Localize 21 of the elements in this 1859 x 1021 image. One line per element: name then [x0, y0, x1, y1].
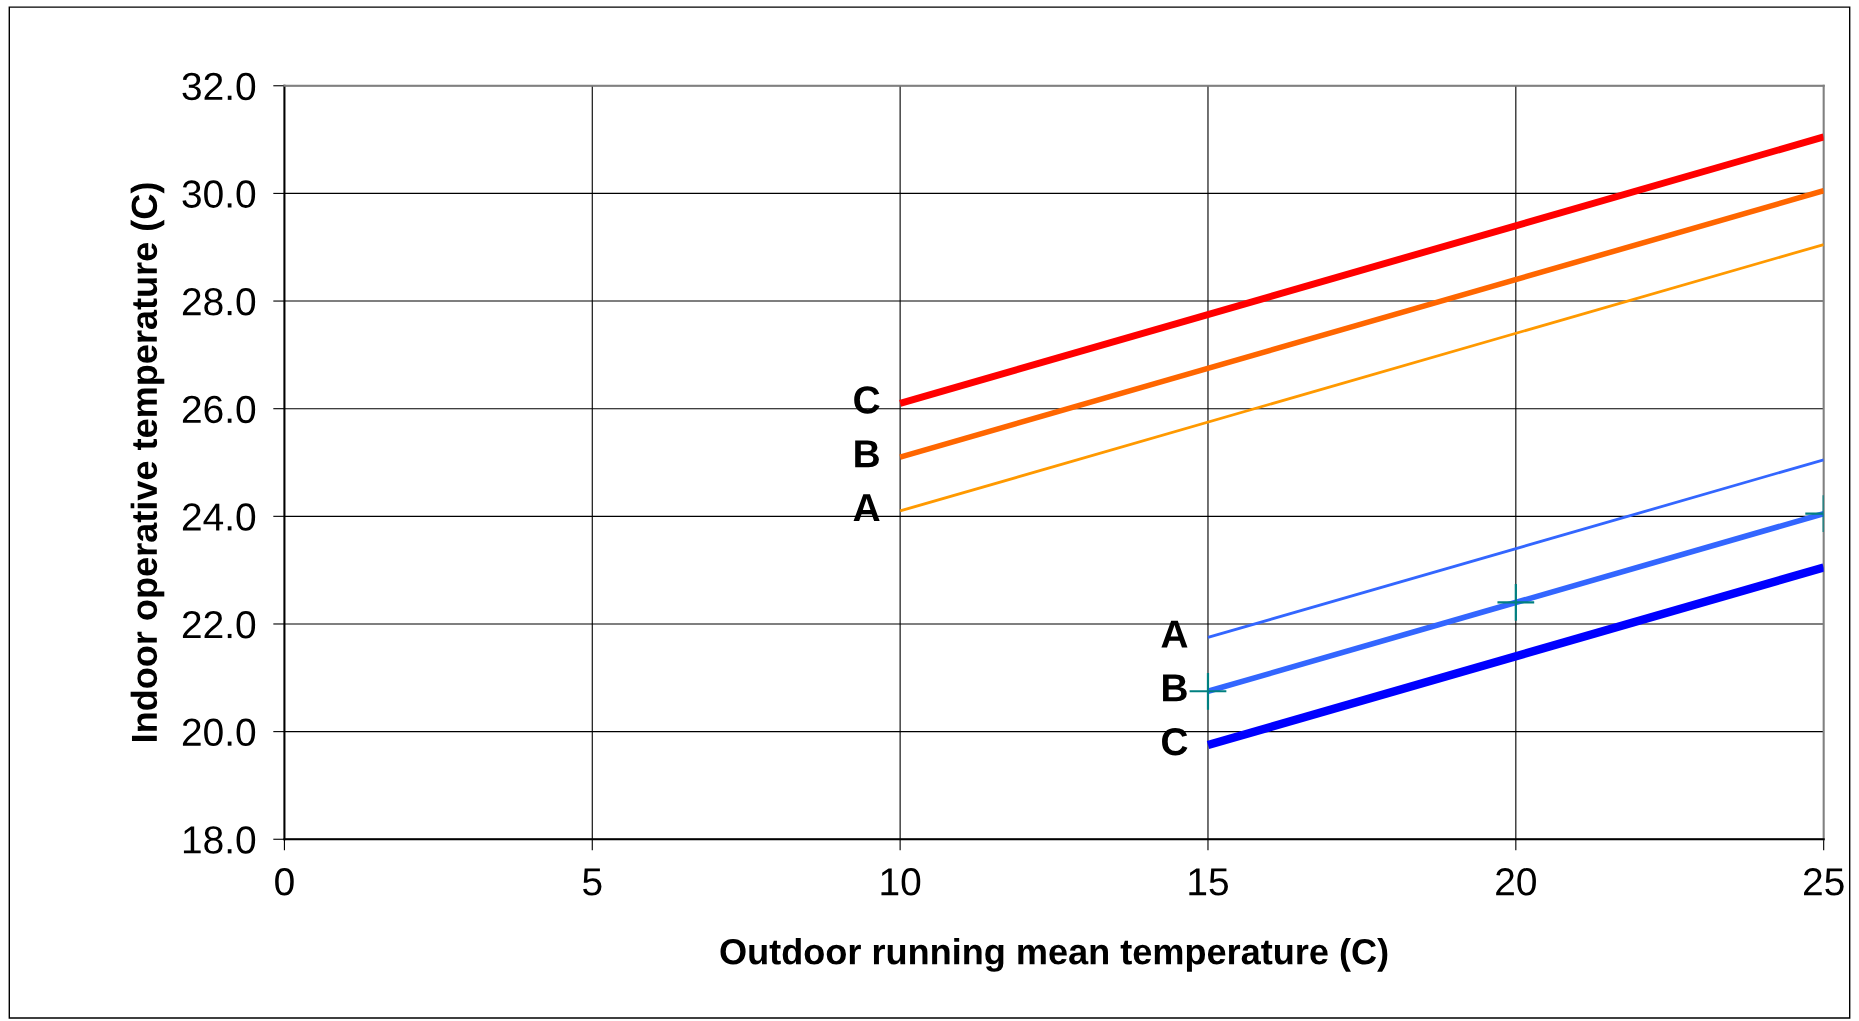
y-tick-label: 30.0	[182, 180, 256, 208]
y-tick-label: 20.0	[182, 718, 256, 747]
series-label: B	[1163, 674, 1187, 702]
y-tick-label: 32.0	[182, 72, 256, 101]
y-tick-label: 18.0	[183, 826, 256, 854]
series-label: B	[855, 440, 879, 468]
x-axis-title: Outdoor running mean temperature (C)	[720, 938, 1388, 972]
x-tick-label: 5	[583, 868, 602, 896]
series-label: A	[853, 494, 880, 522]
series-label: A	[1161, 620, 1188, 648]
x-tick-label: 15	[1189, 868, 1228, 896]
y-tick-label: 22.0	[182, 610, 256, 639]
y-tick-label: 26.0	[182, 395, 256, 424]
y-tick-label: 28.0	[182, 287, 256, 316]
x-tick-label: 10	[881, 868, 921, 896]
x-tick-label: 20	[1496, 868, 1536, 896]
y-axis-title: Indoor operative temperature (C)	[130, 183, 165, 741]
y-tick-label: 24.0	[182, 503, 256, 531]
x-tick-label: 0	[275, 868, 294, 896]
x-tick-label: 25	[1804, 868, 1844, 896]
series-label: C	[854, 386, 880, 414]
